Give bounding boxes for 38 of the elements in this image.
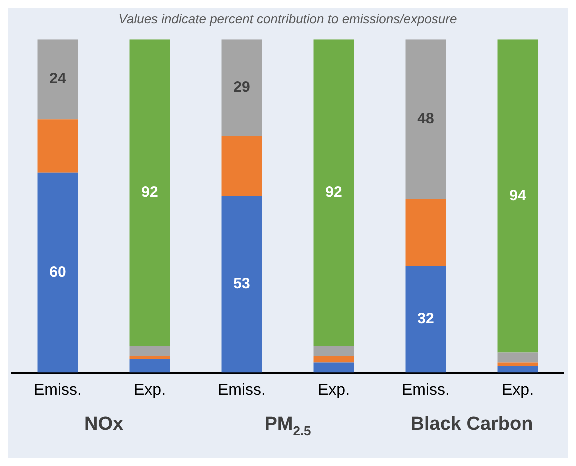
data-label: 94 xyxy=(510,187,527,204)
bar xyxy=(38,120,78,173)
bar xyxy=(38,172,78,373)
data-label: 29 xyxy=(234,79,250,96)
data-label: 60 xyxy=(50,264,66,281)
bar xyxy=(498,40,538,353)
bar xyxy=(498,366,538,373)
text: Black Carbon xyxy=(410,414,534,436)
data-label: 92 xyxy=(142,184,158,202)
data-label: 32 xyxy=(418,310,434,328)
bar xyxy=(130,356,170,360)
text: NOx xyxy=(84,414,124,436)
bar xyxy=(130,40,170,346)
data-label: 92 xyxy=(326,184,342,202)
data-label: 53 xyxy=(234,276,250,293)
bar xyxy=(406,40,446,200)
bar xyxy=(130,346,170,356)
x-tick-label: Exp. xyxy=(134,382,166,399)
bar xyxy=(222,40,262,136)
x-tick-label: Emiss. xyxy=(34,382,82,399)
x-tick-label: Exp. xyxy=(502,382,534,399)
bar xyxy=(314,356,354,363)
chart-title: Values indicate percent contribution to emissions/exposure xyxy=(118,11,458,26)
data-label: 24 xyxy=(50,70,67,88)
bar xyxy=(498,352,538,363)
bar xyxy=(222,136,262,196)
bar xyxy=(406,266,446,373)
bar xyxy=(314,40,354,346)
bar xyxy=(314,346,354,356)
x-tick-label: Emiss. xyxy=(402,382,450,399)
data-label: 48 xyxy=(418,110,434,128)
bar xyxy=(38,40,78,120)
bar xyxy=(222,196,262,373)
bar xyxy=(406,200,446,266)
x-tick-label: Exp. xyxy=(318,382,350,399)
bar xyxy=(314,362,354,373)
x-tick-label: Emiss. xyxy=(218,382,266,399)
bar xyxy=(130,359,170,373)
